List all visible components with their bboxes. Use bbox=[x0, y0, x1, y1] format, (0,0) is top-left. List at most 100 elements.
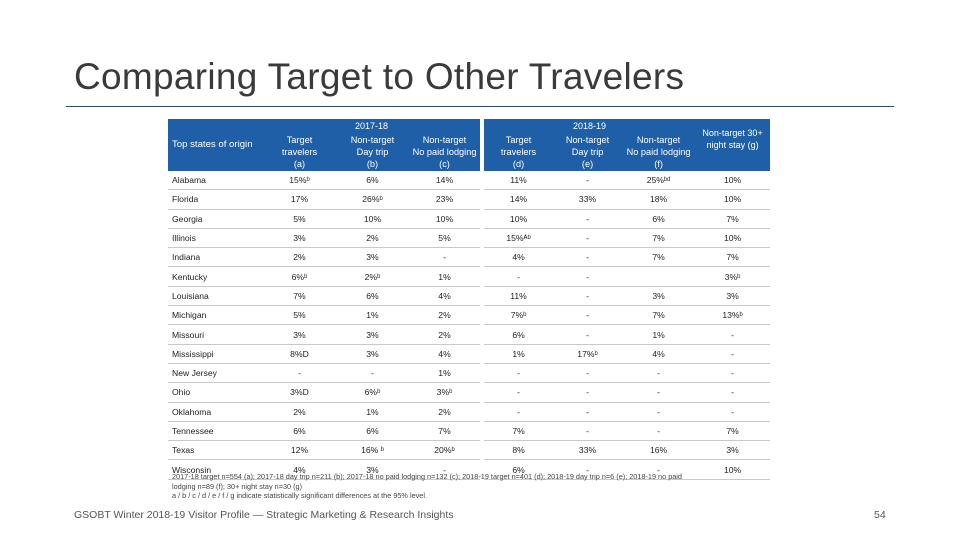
value-cell: 15%ᴬᵇ bbox=[484, 228, 554, 249]
value-cell: 7% bbox=[622, 228, 696, 249]
value-cell: 26%ᵇ bbox=[336, 189, 409, 210]
value-cell: - bbox=[622, 459, 696, 480]
column-header-e: Non-target Day trip (e) bbox=[553, 133, 623, 171]
value-cell: - bbox=[695, 324, 771, 345]
value-cell: - bbox=[622, 363, 696, 384]
value-cell: 20%ᵇ bbox=[409, 440, 481, 461]
value-cell: 2% bbox=[336, 228, 409, 249]
state-name-cell: Alabama bbox=[168, 171, 263, 191]
value-cell: 3% bbox=[622, 286, 696, 307]
value-cell: 7%ᵇ bbox=[484, 305, 554, 326]
group-gap bbox=[480, 133, 485, 171]
year-header-row: Top states of origin 2017-18 2018-19 Non… bbox=[168, 119, 771, 171]
value-cell: 4% bbox=[409, 286, 481, 307]
footer-text: GSOBT Winter 2018-19 Visitor Profile — S… bbox=[74, 509, 454, 521]
year-2017-header: 2017-18 bbox=[263, 119, 481, 133]
value-cell: 1% bbox=[409, 266, 481, 287]
value-cell: - bbox=[484, 266, 554, 287]
value-cell: 2% bbox=[263, 402, 336, 422]
value-cell: - bbox=[553, 402, 623, 422]
value-cell: 7% bbox=[622, 305, 696, 326]
value-cell: 1% bbox=[409, 363, 481, 384]
value-cell: 18% bbox=[622, 189, 696, 210]
value-cell: 4% bbox=[622, 344, 696, 364]
value-cell: 8% bbox=[484, 440, 554, 461]
state-name-cell: Georgia bbox=[168, 209, 263, 229]
table-body: Alabama 15%ᵇ 6% 14% 11% -25%ᵇᵈ 10% Florida 17% 26… bbox=[168, 171, 771, 480]
column-header-c: Non-target No paid lodging (c) bbox=[409, 133, 481, 171]
value-cell: 16% bbox=[622, 440, 696, 461]
value-cell: 1% bbox=[336, 402, 409, 422]
state-name-cell: Ohio bbox=[168, 382, 263, 403]
column-header-a: Target travelers (a) bbox=[263, 133, 336, 171]
value-cell: 15%ᵇ bbox=[263, 171, 336, 191]
value-cell: 5% bbox=[263, 305, 336, 326]
value-cell: - bbox=[695, 402, 771, 422]
value-cell: - bbox=[553, 171, 623, 191]
value-cell: 7% bbox=[695, 247, 771, 268]
group-gap bbox=[480, 119, 485, 133]
table-row: Mississippi 8%D 3% 4% 1% 17%ᵇ 4% - bbox=[168, 344, 771, 364]
value-cell: 11% bbox=[484, 286, 554, 307]
value-cell: 6% bbox=[336, 286, 409, 307]
value-cell: 6%ᵇ bbox=[336, 382, 409, 403]
value-cell: 3% bbox=[336, 459, 409, 480]
state-name-cell: Kentucky bbox=[168, 266, 263, 287]
value-cell: 6% bbox=[484, 459, 554, 480]
column-header-row: Target travelers (a) Non-target Day trip… bbox=[168, 133, 770, 171]
value-cell: - bbox=[553, 247, 623, 268]
value-cell: 33% bbox=[553, 189, 623, 210]
value-cell: - bbox=[409, 459, 481, 480]
page-number: 54 bbox=[874, 509, 886, 521]
value-cell: 3% bbox=[263, 324, 336, 345]
table-row: Indiana 2% 3% -4% -7% 7% bbox=[168, 247, 771, 268]
value-cell: 13%ᵇ bbox=[695, 305, 771, 326]
value-cell: - bbox=[553, 305, 623, 326]
slide-title: Comparing Target to Other Travelers bbox=[74, 56, 685, 97]
table-row: Texas 12% 16% ᵇ 20%ᵇ 8% 33% 16% 3% bbox=[168, 440, 771, 461]
state-name-cell: Indiana bbox=[168, 247, 263, 268]
value-cell: 17% bbox=[263, 189, 336, 210]
state-name-cell: Illinois bbox=[168, 228, 263, 249]
table-row: Kentucky 6%ᵇ 2%ᵇ 1% - -3%ᵇ bbox=[168, 266, 771, 287]
value-cell: 25%ᵇᵈ bbox=[622, 171, 696, 191]
value-cell: 16% ᵇ bbox=[336, 440, 409, 461]
value-cell: 7% bbox=[484, 421, 554, 442]
title-underline bbox=[66, 106, 894, 107]
value-cell: 3% bbox=[336, 324, 409, 345]
footnote-line: 2017-18 target n=554 (a); 2017-18 day tr… bbox=[172, 472, 682, 481]
value-cell: 3% bbox=[336, 344, 409, 364]
value-cell: 6% bbox=[336, 171, 409, 191]
value-cell: 3%ᵇ bbox=[695, 266, 771, 287]
column-header-f: Non-target No paid lodging (f) bbox=[622, 133, 696, 171]
value-cell: 7% bbox=[409, 421, 481, 442]
value-cell: 3% bbox=[263, 228, 336, 249]
table-row: Georgia 5% 10% 10% 10% -6% 7% bbox=[168, 209, 771, 229]
value-cell: 7% bbox=[263, 286, 336, 307]
value-cell: - bbox=[553, 459, 623, 480]
value-cell: 12% bbox=[263, 440, 336, 461]
corner-header: Top states of origin bbox=[168, 119, 263, 171]
column-header-b: Non-target Day trip (b) bbox=[336, 133, 409, 171]
value-cell: - bbox=[553, 266, 623, 287]
value-cell: 6% bbox=[263, 421, 336, 442]
value-cell: 2% bbox=[409, 305, 481, 326]
value-cell: 14% bbox=[484, 189, 554, 210]
value-cell: - bbox=[553, 228, 623, 249]
value-cell: 6% bbox=[622, 209, 696, 229]
value-cell: - bbox=[695, 344, 771, 364]
value-cell: 2% bbox=[263, 247, 336, 268]
state-name-cell: Texas bbox=[168, 440, 263, 461]
value-cell: 6%ᵇ bbox=[263, 266, 336, 287]
value-cell: 23% bbox=[409, 189, 481, 210]
state-name-cell: New Jersey bbox=[168, 363, 263, 384]
column-header-g: Non-target 30+ night stay (g) bbox=[695, 119, 771, 171]
value-cell: 4% bbox=[263, 459, 336, 480]
value-cell: 6% bbox=[484, 324, 554, 345]
value-cell: 10% bbox=[336, 209, 409, 229]
value-cell: - bbox=[695, 363, 771, 384]
states-table: Top states of origin 2017-18 2018-19 Non… bbox=[168, 119, 771, 480]
table-row: New Jersey - -1% - - - - bbox=[168, 363, 771, 384]
table-row: Alabama 15%ᵇ 6% 14% 11% -25%ᵇᵈ 10% bbox=[168, 171, 771, 191]
value-cell: 2% bbox=[409, 402, 481, 422]
